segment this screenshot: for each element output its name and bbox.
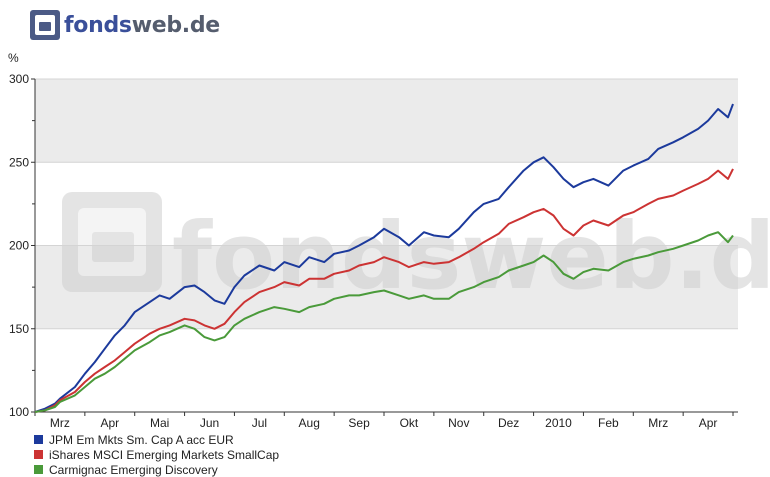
- series-line-2: [34, 231, 734, 413]
- legend-label: JPM Em Mkts Sm. Cap A acc EUR: [49, 432, 234, 447]
- legend-swatch: [34, 450, 43, 459]
- x-tick-label-2: Mai: [150, 416, 169, 430]
- fondsweb-logo[interactable]: fondsweb.de: [30, 8, 220, 42]
- logo-text: fondsweb.de: [64, 13, 220, 38]
- series-lines: [34, 103, 734, 413]
- legend-label: iShares MSCI Emerging Markets SmallCap: [49, 447, 280, 462]
- shaded-band-1: [35, 79, 738, 163]
- logo-suffix: web.de: [131, 12, 221, 38]
- fondsweb-logo-icon: [30, 10, 60, 40]
- logo-brand: fonds: [64, 12, 132, 38]
- legend-item-0: JPM Em Mkts Sm. Cap A acc EUR: [34, 432, 279, 447]
- x-tick-label-5: Aug: [299, 416, 320, 430]
- x-tick-label-9: Dez: [498, 416, 519, 430]
- y-axis-unit: %: [8, 51, 19, 65]
- y-tick-label-150: 150: [9, 322, 29, 336]
- x-tick-label-1: Apr: [100, 416, 119, 430]
- legend-label: Carmignac Emerging Discovery: [49, 462, 218, 477]
- x-tick-label-7: Okt: [400, 416, 419, 430]
- y-tick-label-200: 200: [9, 239, 29, 253]
- y-tick-label-300: 300: [9, 72, 29, 86]
- x-tick-label-8: Nov: [448, 416, 469, 430]
- y-tick-label-100: 100: [9, 405, 29, 419]
- series-line-1: [34, 168, 734, 413]
- x-tick-labels: Mrz Apr Mai Jun Jul Aug Sep Okt Nov Dez 2010 Feb Mrz…: [50, 416, 717, 430]
- axes: [34, 79, 738, 416]
- legend-item-2: Carmignac Emerging Discovery: [34, 462, 279, 477]
- x-tick-label-11: Feb: [598, 416, 619, 430]
- x-tick-label-12: Mrz: [648, 416, 668, 430]
- x-tick-label-13: Apr: [699, 416, 718, 430]
- x-tick-label-6: Sep: [348, 416, 370, 430]
- series-line-0: [34, 103, 734, 413]
- x-tick-label-3: Jun: [200, 416, 219, 430]
- x-tick-label-10: 2010: [545, 416, 572, 430]
- legend-swatch: [34, 465, 43, 474]
- fondsweb-watermark: fondsweb.de: [62, 192, 770, 310]
- x-tick-label-4: Jul: [252, 416, 267, 430]
- legend-item-1: iShares MSCI Emerging Markets SmallCap: [34, 447, 279, 462]
- y-tick-labels: 100 150 200 250 300: [9, 72, 29, 419]
- watermark-text: fondsweb.de: [172, 203, 770, 310]
- legend-swatch: [34, 435, 43, 444]
- x-tick-label-0: Mrz: [50, 416, 70, 430]
- performance-line-chart: fondsweb.de 100 150 200 250 300 Mrz Apr Mai Jun…: [8, 51, 770, 430]
- chart-legend: JPM Em Mkts Sm. Cap A acc EUR iShares MSC…: [34, 432, 279, 477]
- y-tick-label-250: 250: [9, 155, 29, 169]
